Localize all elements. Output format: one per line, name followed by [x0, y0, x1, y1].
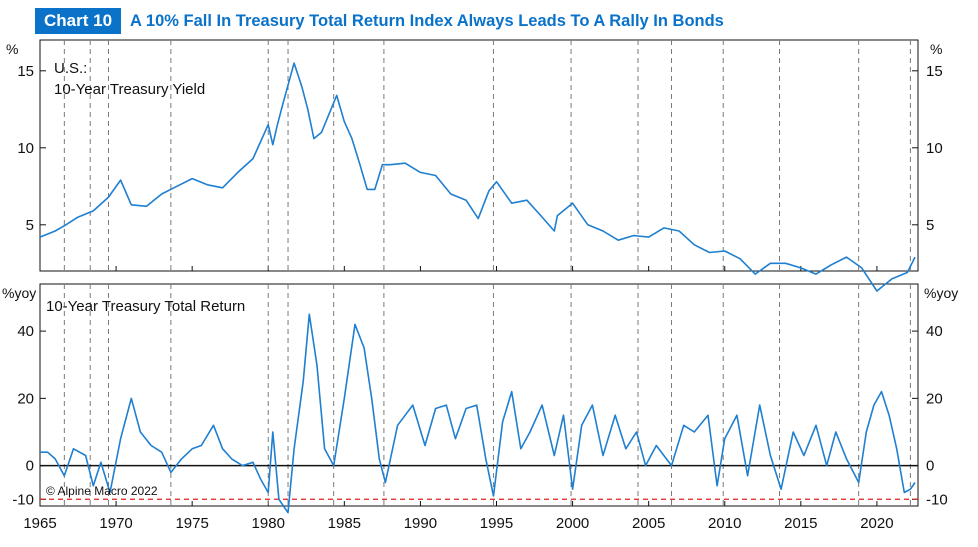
x-tick-label-2: 1975 — [175, 515, 208, 532]
x-tick-label-8: 2005 — [632, 515, 665, 532]
return-y-left-tick-label: -10 — [12, 491, 34, 508]
chart-header: Chart 10 A 10% Fall In Treasury Total Re… — [35, 7, 724, 35]
x-tick-label-11: 2020 — [860, 515, 893, 532]
x-tick-label-0: 1965 — [23, 515, 56, 532]
yield-y-left-tick-label: 10 — [17, 140, 34, 157]
yield-panel-label-0: U.S.: — [54, 60, 87, 77]
event-lines-layer — [40, 40, 918, 506]
yield-right-unit-label: % — [930, 41, 942, 57]
total-return-series-line — [40, 313, 916, 514]
return-y-left-tick-label: 20 — [17, 390, 34, 407]
x-tick-label-10: 2015 — [784, 515, 817, 532]
bottom-panel-frame — [39, 283, 919, 507]
yield-y-right-tick-label: 15 — [926, 63, 943, 80]
return-y-right-tick-label: 0 — [926, 458, 934, 475]
chart-number-badge: Chart 10 — [35, 8, 122, 34]
return-y-left-tick-label: 40 — [17, 323, 34, 340]
x-tick-label-4: 1985 — [328, 515, 361, 532]
return-y-left-tick-label: 0 — [26, 458, 34, 475]
x-tick-label-6: 1995 — [480, 515, 513, 532]
return-y-right-tick-label: 40 — [926, 323, 943, 340]
yield-y-left-tick-label: 5 — [26, 217, 34, 234]
copyright-notice: © Alpine Macro 2022 — [46, 484, 158, 498]
x-tick-label-3: 1980 — [252, 515, 285, 532]
return-right-unit-label: %yoy — [924, 285, 958, 301]
yield-y-right-tick-label: 5 — [926, 217, 934, 234]
return-left-unit-label: %yoy — [2, 285, 36, 301]
yield-left-unit-label: % — [6, 41, 18, 57]
x-tick-label-7: 2000 — [556, 515, 589, 532]
yield-y-right-tick-label: 10 — [926, 140, 943, 157]
yield-y-left-tick-label: 15 — [17, 63, 34, 80]
return-y-right-tick-label: 20 — [926, 390, 943, 407]
x-tick-label-9: 2010 — [708, 515, 741, 532]
axes-layer — [39, 39, 919, 507]
x-tick-label-5: 1990 — [404, 515, 437, 532]
series-layer — [39, 62, 916, 514]
yield-series-line — [39, 62, 916, 292]
x-tick-label-1: 1970 — [99, 515, 132, 532]
yield-panel-label-1: 10-Year Treasury Yield — [54, 81, 205, 98]
chart-title: A 10% Fall In Treasury Total Return Inde… — [130, 11, 724, 30]
return-y-right-tick-label: -10 — [926, 491, 948, 508]
return-panel-label-0: 10-Year Treasury Total Return — [46, 298, 245, 315]
top-panel-frame — [39, 39, 919, 272]
